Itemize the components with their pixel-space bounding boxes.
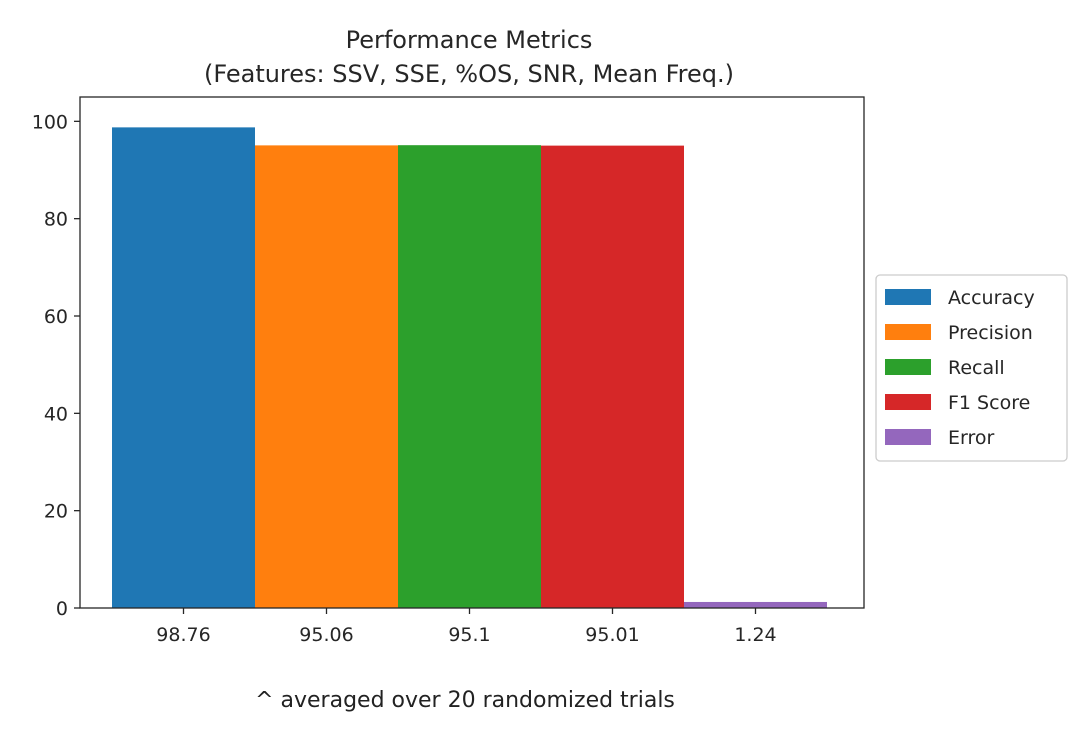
x-tick-label: 1.24 [734, 624, 776, 646]
bar-f1-score [541, 145, 684, 609]
y-tick-label: 100 [32, 111, 68, 133]
bar-accuracy [112, 127, 255, 609]
x-tick-label: 95.1 [448, 624, 490, 646]
x-axis: 98.76 95.06 95.1 95.01 1.24 [156, 608, 777, 646]
legend-swatch [885, 324, 931, 340]
chart-subtitle: (Features: SSV, SSE, %OS, SNR, Mean Freq… [204, 60, 734, 88]
y-tick-label: 60 [44, 306, 68, 328]
legend-box [875, 274, 1068, 462]
y-tick-label: 20 [44, 501, 68, 523]
caption: ^ averaged over 20 randomized trials [255, 688, 675, 713]
x-tick-label: 98.76 [156, 624, 210, 646]
y-tick-label: 40 [44, 403, 68, 425]
legend-swatch [885, 289, 931, 305]
legend-swatch [885, 359, 931, 375]
legend-label: Accuracy [948, 287, 1035, 309]
x-tick-label: 95.06 [299, 624, 353, 646]
bars-group [112, 127, 827, 609]
bar-chart: Performance Metrics (Features: SSV, SSE,… [32, 26, 1068, 646]
legend-label: Recall [948, 357, 1005, 379]
bar-recall [398, 145, 541, 608]
legend: Accuracy Precision Recall F1 Score Error [875, 274, 1068, 462]
plot-frame [79, 96, 865, 609]
y-tick-label: 0 [56, 598, 68, 620]
y-tick-label: 80 [44, 209, 68, 231]
legend-label: Precision [948, 322, 1033, 344]
legend-swatch [885, 429, 931, 445]
chart-title: Performance Metrics [346, 26, 593, 54]
legend-label: Error [948, 427, 995, 449]
legend-label: F1 Score [948, 392, 1030, 414]
x-tick-label: 95.01 [585, 624, 639, 646]
bar-precision [255, 145, 398, 608]
bar-error [684, 601, 827, 608]
legend-swatch [885, 394, 931, 410]
y-axis: 0 20 40 60 80 100 [32, 111, 80, 620]
